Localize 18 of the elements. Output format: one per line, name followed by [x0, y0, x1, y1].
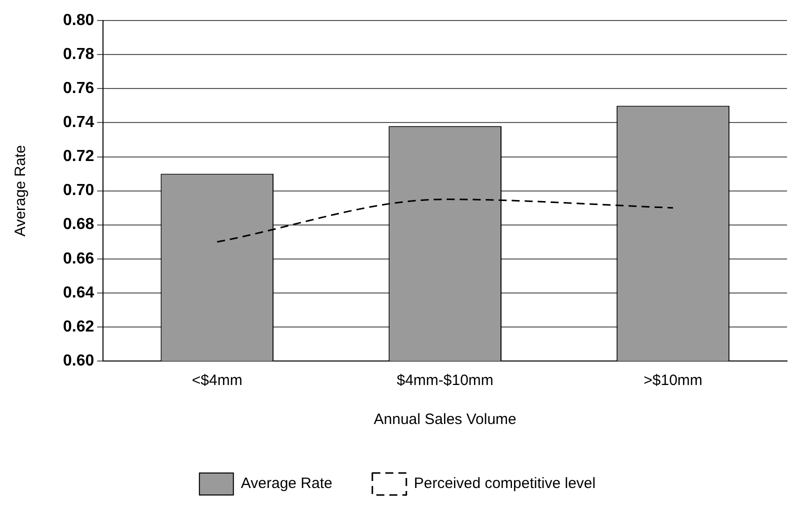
x-tick-label: $4mm-$10mm [396, 372, 494, 390]
y-tick-label: 0.80 [63, 12, 94, 30]
y-tick-label: 0.64 [63, 284, 94, 302]
y-tick-label: 0.72 [63, 148, 94, 166]
x-axis-title: Annual Sales Volume [374, 411, 516, 428]
legend-label: Average Rate [240, 475, 332, 492]
y-tick-label: 0.78 [63, 46, 94, 64]
y-tick-label: 0.76 [63, 80, 94, 98]
x-tick-label: >$10mm [644, 372, 702, 390]
y-axis-title: Average Rate [12, 145, 30, 237]
x-tick-label: <$4mm [192, 372, 242, 390]
y-tick-label: 0.60 [63, 352, 94, 370]
y-tick-label: 0.68 [63, 216, 94, 234]
legend-label: Perceived competitive level [414, 475, 596, 492]
y-tick-label: 0.66 [63, 250, 94, 268]
y-tick-label: 0.62 [63, 318, 94, 336]
y-tick-label: 0.74 [63, 114, 94, 132]
y-tick-label: 0.70 [63, 182, 94, 200]
